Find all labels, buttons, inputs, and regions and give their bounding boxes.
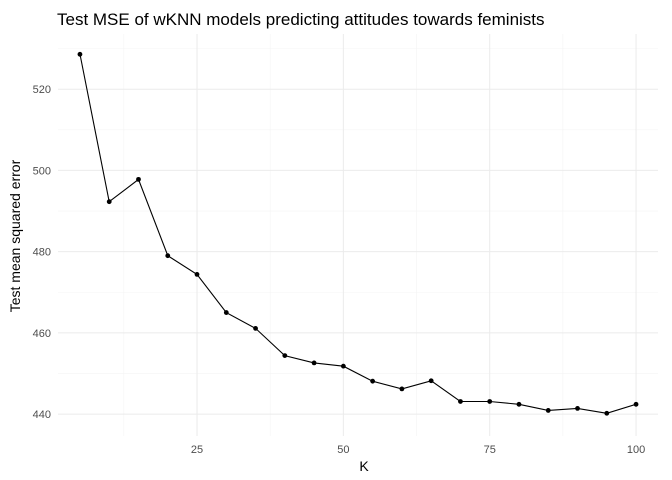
y-tick-label: 460 [33, 328, 51, 340]
data-point [428, 378, 434, 384]
x-tick-label: 100 [627, 444, 645, 456]
x-axis-label: K [359, 458, 369, 474]
series-line [79, 54, 637, 414]
y-axis-label: Test mean squared error [7, 159, 23, 312]
gridlines [58, 34, 658, 436]
y-tick-label: 500 [33, 165, 51, 177]
data-point [604, 410, 610, 416]
data-point [633, 401, 639, 407]
data-series [77, 51, 639, 416]
data-point [458, 399, 463, 404]
data-point [106, 199, 112, 205]
x-tick-label: 25 [191, 444, 203, 456]
data-point [487, 399, 493, 404]
x-tick-label: 50 [337, 444, 349, 456]
tick-labels: 25 50 75 100 440 460 480 500 520 [33, 84, 646, 456]
data-point [516, 401, 522, 407]
data-point [370, 378, 376, 384]
data-point [545, 408, 551, 413]
x-tick-label: 75 [484, 444, 496, 456]
data-point [282, 353, 288, 358]
chart-title: Test MSE of wKNN models predicting attit… [57, 10, 545, 29]
y-tick-label: 480 [33, 247, 51, 259]
data-point [223, 310, 229, 315]
data-point [399, 386, 405, 392]
data-point [136, 176, 141, 182]
data-point [194, 271, 200, 277]
y-tick-label: 520 [33, 84, 51, 96]
data-point [340, 363, 346, 369]
data-point [165, 253, 171, 259]
data-point [575, 405, 580, 411]
data-point [253, 325, 258, 331]
data-point [77, 51, 83, 57]
y-tick-label: 440 [33, 409, 51, 421]
data-point [311, 360, 317, 366]
